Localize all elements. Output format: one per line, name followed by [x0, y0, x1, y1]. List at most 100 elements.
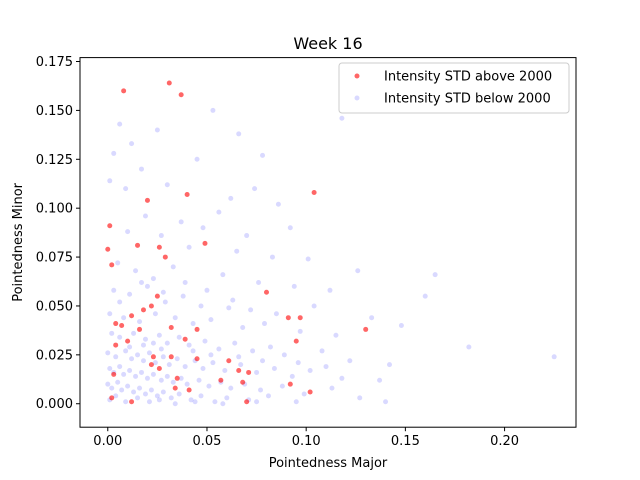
point-below	[139, 166, 144, 172]
point-above	[178, 92, 184, 98]
point-below	[192, 399, 198, 405]
point-below	[105, 350, 111, 356]
point-below	[216, 346, 222, 352]
point-below	[333, 332, 339, 338]
point-below	[119, 387, 125, 393]
point-below	[133, 373, 139, 379]
point-below	[176, 334, 182, 340]
point-below	[111, 287, 117, 293]
point-below	[347, 358, 353, 364]
point-below	[140, 342, 146, 348]
point-above	[226, 358, 232, 364]
point-below	[279, 383, 285, 389]
point-below	[200, 366, 206, 372]
point-below	[383, 399, 389, 405]
point-below	[196, 377, 202, 383]
point-below	[293, 399, 299, 405]
point-below	[127, 291, 133, 297]
point-below	[269, 254, 275, 260]
point-above	[202, 240, 208, 246]
point-below	[260, 152, 266, 158]
point-below	[172, 401, 178, 407]
point-above	[156, 366, 162, 372]
point-below	[208, 352, 214, 358]
point-below	[323, 364, 329, 370]
point-above	[154, 293, 160, 299]
point-above	[129, 313, 135, 319]
point-below	[273, 311, 279, 317]
point-above	[244, 399, 250, 405]
point-below	[172, 315, 178, 321]
point-below	[190, 321, 196, 327]
point-below	[224, 395, 230, 401]
point-below	[226, 305, 232, 311]
point-above	[182, 336, 188, 342]
point-below	[133, 268, 139, 274]
point-below	[164, 340, 170, 346]
point-below	[160, 289, 166, 295]
point-above	[150, 354, 156, 360]
point-below	[198, 303, 204, 309]
point-below	[339, 115, 345, 121]
point-below	[146, 399, 152, 405]
point-below	[301, 391, 307, 397]
point-above	[113, 321, 119, 327]
point-below	[188, 397, 194, 403]
point-below	[107, 366, 113, 372]
point-below	[377, 377, 383, 383]
y-tick-label: 0.000	[36, 397, 73, 412]
point-below	[252, 186, 258, 192]
point-below	[260, 358, 266, 364]
point-below	[369, 315, 375, 321]
point-below	[135, 352, 141, 358]
legend-marker-above	[354, 73, 360, 79]
point-below	[117, 334, 123, 340]
point-below	[250, 348, 256, 354]
point-above	[293, 338, 299, 344]
point-below	[117, 299, 123, 305]
point-below	[178, 219, 184, 225]
point-below	[127, 367, 133, 373]
point-above	[184, 191, 190, 197]
point-below	[329, 385, 335, 391]
point-above	[162, 254, 168, 260]
x-tick-label: 0.10	[292, 434, 321, 449]
point-below	[319, 348, 325, 354]
point-below	[256, 279, 262, 285]
point-below	[216, 209, 222, 215]
legend-label-below: Intensity STD below 2000	[384, 92, 551, 107]
point-below	[182, 279, 188, 285]
point-below	[305, 256, 311, 262]
x-tick-label: 0.00	[93, 434, 122, 449]
point-below	[107, 311, 113, 317]
point-below	[206, 383, 212, 389]
point-below	[289, 373, 295, 379]
point-below	[164, 182, 170, 188]
point-below	[551, 354, 557, 360]
point-below	[117, 364, 123, 370]
point-below	[339, 375, 345, 381]
point-below	[174, 356, 180, 362]
point-below	[109, 385, 115, 391]
y-tick-label: 0.050	[36, 299, 73, 314]
point-below	[236, 131, 242, 137]
point-below	[121, 315, 127, 321]
x-axis-label: Pointedness Major	[269, 456, 388, 471]
point-below	[117, 121, 123, 127]
point-above	[194, 326, 200, 332]
point-below	[281, 352, 287, 358]
point-above	[287, 381, 293, 387]
point-below	[158, 233, 164, 239]
point-above	[297, 315, 303, 321]
point-above	[109, 395, 115, 401]
point-below	[275, 201, 281, 207]
point-above	[109, 262, 115, 268]
point-above	[218, 377, 224, 383]
point-below	[113, 354, 119, 360]
point-below	[232, 340, 238, 346]
point-below	[222, 367, 228, 373]
y-axis-label: Pointedness Minor	[11, 182, 26, 301]
point-below	[142, 213, 148, 219]
point-below	[182, 364, 188, 370]
